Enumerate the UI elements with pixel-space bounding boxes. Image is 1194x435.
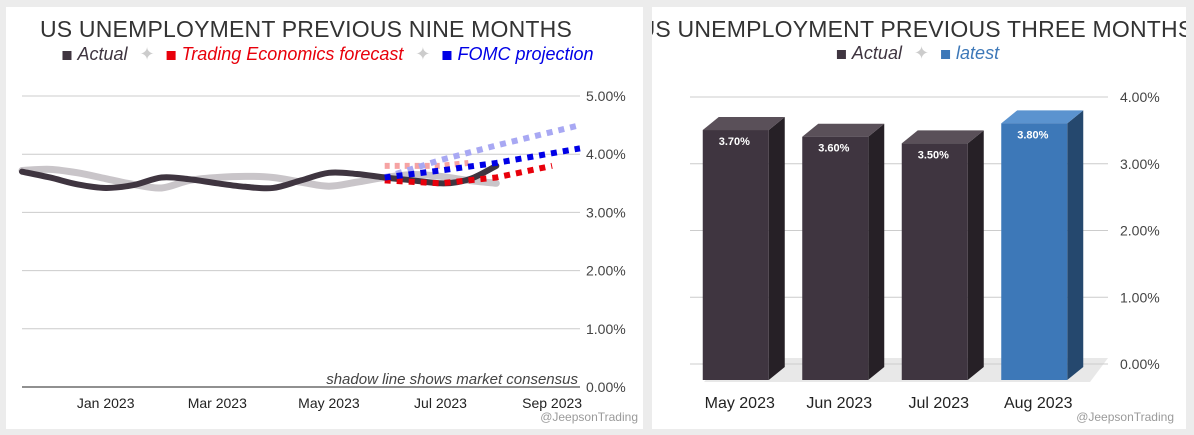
bar-side: [868, 123, 885, 380]
bar-front: [1001, 123, 1068, 380]
y-tick-label: 5.00%: [586, 88, 626, 104]
y-tick-label: 0.00%: [586, 379, 626, 395]
y-tick-label: 1.00%: [1120, 289, 1160, 305]
x-axis: Jan 2023 Mar 2023 May 2023 Jul 2023 Sep 2023: [77, 395, 582, 411]
bar-top: [702, 117, 785, 131]
legend-label: Actual: [76, 44, 128, 64]
legend-separator: ✦: [140, 44, 155, 64]
three-month-chart: US UNEMPLOYMENT PREVIOUS THREE MONTHS Ac…: [652, 16, 1186, 424]
y-tick-label: 3.00%: [1120, 156, 1160, 172]
bar-aug-2023: 3.80%: [1001, 110, 1084, 380]
bar-top: [901, 130, 984, 144]
y-tick-label: 4.00%: [1120, 89, 1160, 105]
bar-top: [802, 123, 885, 137]
bar-top: [1001, 110, 1084, 124]
bar-side: [768, 117, 785, 381]
x-tick-label: Sep 2023: [522, 395, 582, 411]
chart-title: US UNEMPLOYMENT PREVIOUS NINE MONTHS: [40, 16, 572, 42]
legend-item-actual: Actual: [836, 43, 903, 63]
chart-title: US UNEMPLOYMENT PREVIOUS THREE MONTHS: [652, 16, 1186, 42]
nine-month-chart-panel: US UNEMPLOYMENT PREVIOUS NINE MONTHS Act…: [6, 7, 643, 429]
x-tick-label: Aug 2023: [1004, 395, 1073, 412]
bar-may-2023: 3.70%: [702, 117, 785, 381]
y-tick-label: 0.00%: [1120, 356, 1160, 372]
x-tick-label: Jan 2023: [77, 395, 135, 411]
legend-swatch: [442, 51, 452, 60]
series-line-fomc-projection-consensus: [383, 122, 581, 181]
x-tick-label: May 2023: [705, 395, 775, 412]
legend-item-actual: Actual: [62, 44, 129, 64]
bar-value-label: 3.60%: [818, 143, 849, 155]
series-line-actual: [19, 162, 500, 192]
bar-front: [702, 130, 769, 380]
grid: 0.00% 1.00% 2.00% 3.00% 4.00% 5.00%: [22, 88, 626, 395]
bar-front: [901, 143, 968, 380]
legend-separator: ✦: [914, 43, 929, 63]
legend-item-trading-economics-forecast: Trading Economics forecast: [166, 44, 405, 64]
bar-jul-2023: 3.50%: [901, 130, 984, 380]
bar-value-label: 3.80%: [1017, 129, 1048, 141]
series-line-trading-economics-forecast: [384, 162, 553, 187]
x-tick-label: Jun 2023: [806, 395, 872, 412]
x-axis: May 2023 Jun 2023 Jul 2023 Aug 2023: [705, 395, 1073, 412]
x-tick-label: Jul 2023: [414, 395, 467, 411]
legend-label: Trading Economics forecast: [182, 44, 405, 64]
bar-value-label: 3.50%: [918, 149, 949, 161]
consensus-annotation: shadow line shows market consensus: [326, 371, 578, 388]
legend-item-latest: latest: [941, 43, 1000, 63]
bar-front: [802, 136, 869, 380]
legend-item-fomc-projection: FOMC projection: [442, 44, 594, 64]
x-tick-label: May 2023: [298, 395, 360, 411]
y-tick-label: 2.00%: [1120, 223, 1160, 239]
bar-value-label: 3.70%: [719, 136, 750, 148]
legend-label: FOMC projection: [457, 44, 593, 64]
series-line-trading-economics-forecast-consensus: [384, 159, 469, 169]
legend: Actual ✦ Trading Economics forecast ✦ FOMC p…: [62, 44, 594, 64]
series-line-market-consensus-shadow: [18, 165, 500, 192]
nine-month-chart: US UNEMPLOYMENT PREVIOUS NINE MONTHS Act…: [18, 16, 638, 424]
series-lines: [18, 122, 581, 192]
y-tick-label: 1.00%: [586, 321, 626, 337]
legend-swatch: [62, 51, 72, 60]
legend-swatch: [166, 51, 176, 60]
legend-swatch: [941, 50, 951, 59]
x-tick-label: Mar 2023: [188, 395, 247, 411]
y-tick-label: 4.00%: [586, 146, 626, 162]
watermark: @JeepsonTrading: [1076, 410, 1174, 424]
series-line-fomc-projection: [384, 145, 581, 181]
bar-side: [967, 130, 984, 380]
legend-swatch: [836, 50, 846, 59]
y-tick-label: 3.00%: [586, 204, 626, 220]
legend-label: latest: [956, 43, 1000, 63]
bar-jun-2023: 3.60%: [802, 123, 885, 380]
legend: Actual ✦ latest: [836, 43, 1000, 63]
x-tick-label: Jul 2023: [909, 395, 970, 412]
legend-separator: ✦: [415, 44, 430, 64]
y-tick-label: 2.00%: [586, 263, 626, 279]
watermark: @JeepsonTrading: [540, 410, 638, 424]
bar-side: [1067, 110, 1084, 380]
three-month-chart-panel: US UNEMPLOYMENT PREVIOUS THREE MONTHS Ac…: [652, 7, 1186, 429]
bars: 3.70% 3.60% 3.50% 3.80%: [702, 110, 1084, 381]
legend-label: Actual: [851, 43, 903, 63]
